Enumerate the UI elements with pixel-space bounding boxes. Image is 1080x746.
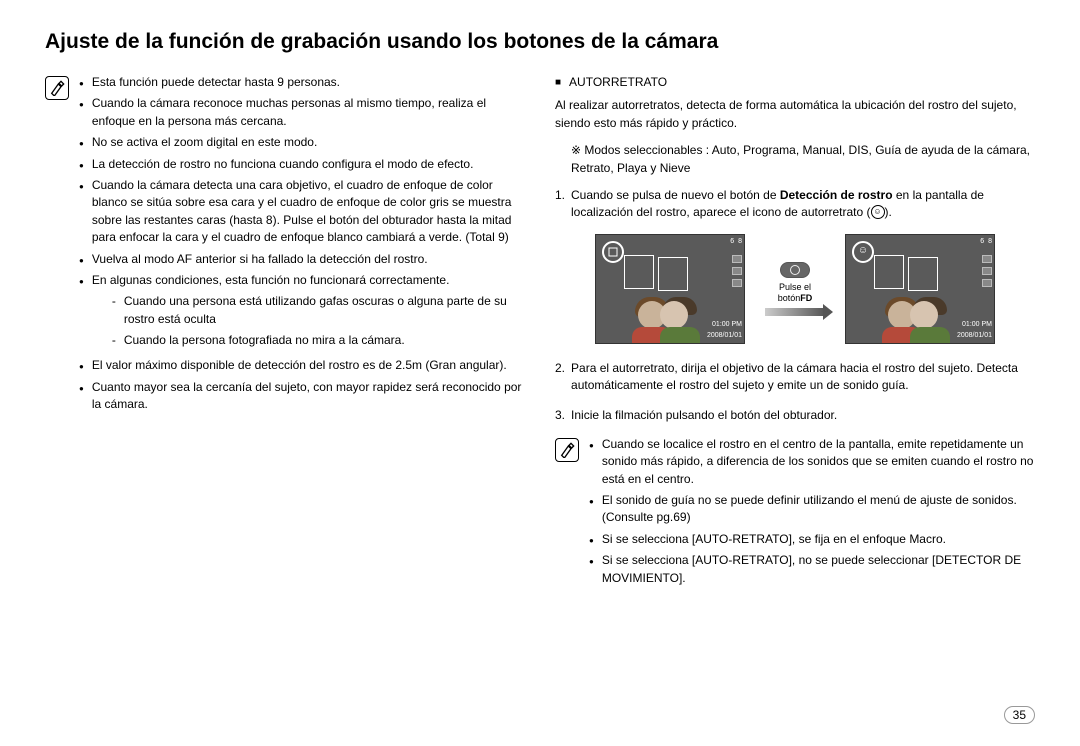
note-icon [555, 438, 579, 462]
lcd-after: ☺ 6 8 01:00 PM2008/01/01 [845, 234, 995, 344]
step-number: 1. [555, 187, 565, 222]
left-subbullet: Cuando una persona está utilizando gafas… [124, 293, 525, 328]
left-bullet: Cuando la cámara detecta una cara objeti… [92, 177, 525, 247]
figure: 6 8 01:00 PM2008/01/01 Pulse elbotónFD [555, 234, 1035, 344]
right-column: AUTORRETRATO Al realizar autorretratos, … [555, 74, 1035, 591]
arrow-icon [765, 308, 825, 316]
step-text: Inicie la filmación pulsando el botón de… [571, 407, 837, 424]
step-text: Cuando se pulsa de nuevo el botón de Det… [571, 187, 1035, 222]
section-heading: AUTORRETRATO [569, 74, 667, 91]
note-bullet: Si se selecciona [AUTO-RETRATO], se fija… [602, 531, 946, 548]
note-icon [45, 76, 69, 100]
page-number: 35 [1004, 706, 1035, 724]
modes-label: Modos seleccionables : [571, 143, 709, 157]
note-bullet: Si se selecciona [AUTO-RETRATO], no se p… [602, 552, 1035, 587]
left-bullet: Cuanto mayor sea la cercanía del sujeto,… [92, 379, 525, 414]
step-number: 2. [555, 360, 565, 395]
step-text: Para el autorretrato, dirija el objetivo… [571, 360, 1035, 395]
left-bullet: Esta función puede detectar hasta 9 pers… [92, 74, 340, 91]
left-bullet: No se activa el zoom digital en este mod… [92, 134, 317, 151]
left-bullet: La detección de rostro no funciona cuand… [92, 156, 474, 173]
page-title: Ajuste de la función de grabación usando… [45, 30, 1035, 54]
note-bullet: El sonido de guía no se puede definir ut… [602, 492, 1035, 527]
left-bullet: Cuando la cámara reconoce muchas persona… [92, 95, 525, 130]
left-bullet: En algunas condiciones, esta función no … [92, 273, 450, 287]
note-bullet: Cuando se localice el rostro en el centr… [602, 436, 1035, 488]
fd-button-icon [780, 262, 810, 278]
left-bullet: Vuelva al modo AF anterior si ha fallado… [92, 251, 428, 268]
step-number: 3. [555, 407, 565, 424]
left-column: Esta función puede detectar hasta 9 pers… [45, 74, 525, 591]
left-bullet: El valor máximo disponible de detección … [92, 357, 507, 374]
left-subbullet: Cuando la persona fotografiada no mira a… [124, 332, 405, 349]
lcd-before: 6 8 01:00 PM2008/01/01 [595, 234, 745, 344]
self-portrait-icon: ☺ [871, 205, 885, 219]
intro-text: Al realizar autorretratos, detecta de fo… [555, 97, 1035, 132]
arrow-box: Pulse elbotónFD [755, 262, 835, 316]
